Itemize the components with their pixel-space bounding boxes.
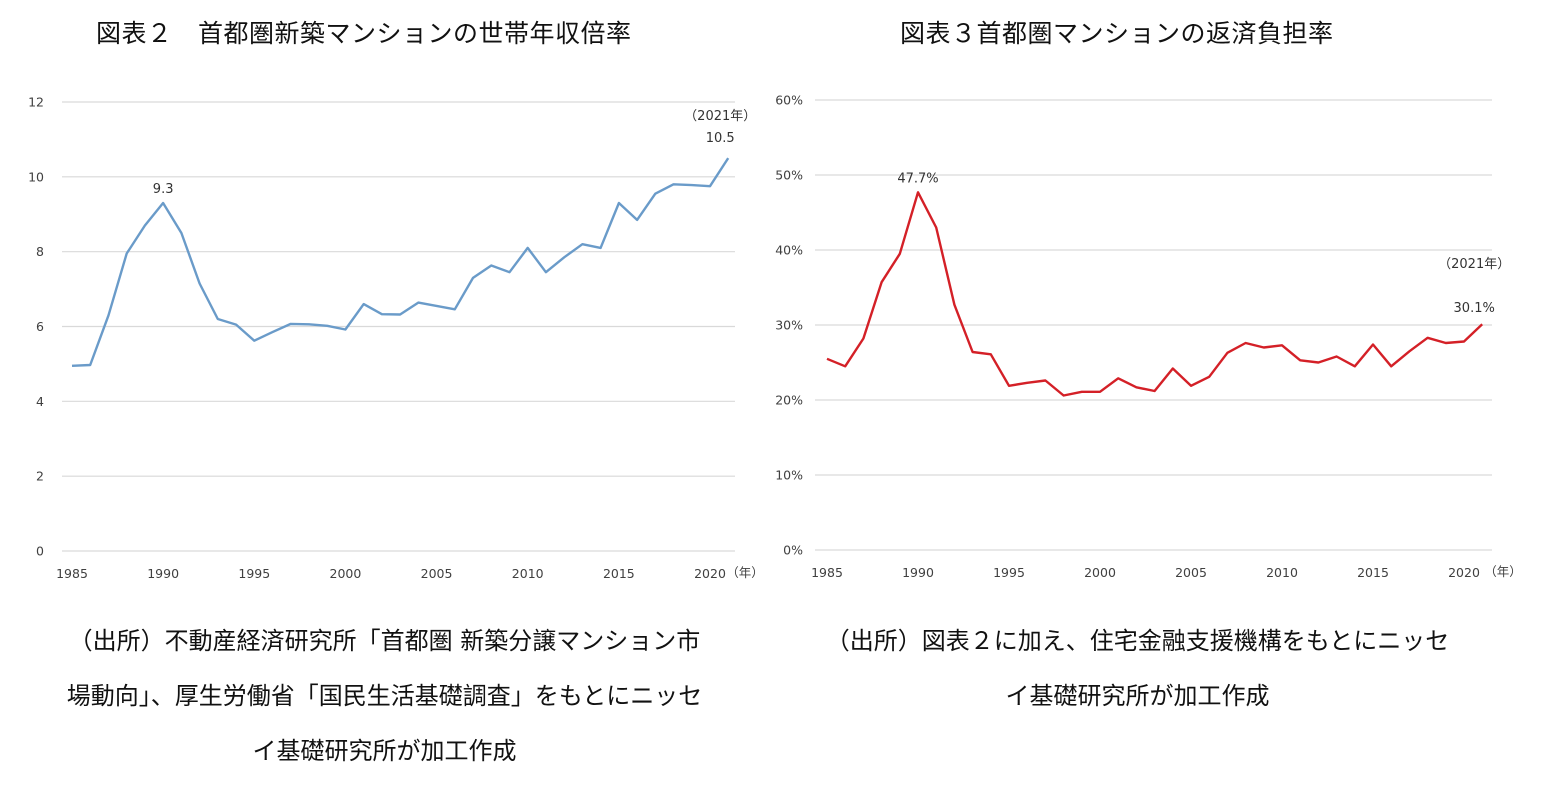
annotation-caption: （2021年） (1438, 257, 1510, 272)
income-ratio-chart: 0 2 4 6 8 10 12 1985 1990 1995 2000 2005 2010 2015 202… (28, 95, 764, 582)
y-tick-label: 40% (775, 243, 803, 258)
x-tick-label: 1995 (238, 566, 270, 581)
x-tick-label: 2010 (1266, 565, 1298, 580)
x-tick-label: 2015 (603, 566, 635, 581)
x-tick-label: 2000 (1084, 565, 1116, 580)
x-tick-label: 1990 (147, 566, 179, 581)
data-label: 10.5 (706, 131, 735, 146)
source-note-right: （出所）図表２に加え、住宅金融支援機構をもとにニッセ イ基礎研究所が加工作成 (780, 614, 1495, 724)
y-tick-label: 10 (28, 169, 44, 184)
x-tick-label: 2015 (1357, 565, 1389, 580)
data-label: 9.3 (153, 182, 174, 197)
source-note-line: イ基礎研究所が加工作成 (252, 737, 517, 765)
x-tick-label: 2005 (421, 566, 453, 581)
y-tick-label: 0 (36, 544, 44, 559)
y-tick-label: 10% (775, 468, 803, 483)
y-tick-label: 50% (775, 168, 803, 183)
source-note-line: （出所）不動産経済研究所「首都圏 新築分譲マンション市 (68, 627, 701, 655)
chart-title-left: 図表２ 首都圏新築マンションの世帯年収倍率 (96, 19, 632, 48)
source-note-left: （出所）不動産経済研究所「首都圏 新築分譲マンション市 場動向」、厚生労働省「国… (12, 614, 757, 779)
y-tick-label: 6 (36, 319, 44, 334)
data-label: 47.7% (897, 171, 938, 186)
y-tick-label: 30% (775, 318, 803, 333)
source-note-line: （出所）図表２に加え、住宅金融支援機構をもとにニッセ (825, 627, 1450, 655)
data-label: 30.1% (1454, 301, 1495, 316)
x-tick-label: 2005 (1175, 565, 1207, 580)
x-axis-unit-label: （年） (726, 565, 764, 580)
y-tick-label: 20% (775, 393, 803, 408)
y-tick-label: 0% (783, 543, 803, 558)
chart-title-right: 図表３首都圏マンションの返済負担率 (900, 19, 1334, 48)
source-note-line: 場動向」、厚生労働省「国民生活基礎調査」をもとにニッセ (66, 682, 703, 710)
x-tick-label: 1995 (993, 565, 1025, 580)
y-tick-label: 12 (28, 95, 44, 110)
x-tick-label: 2010 (512, 566, 544, 581)
y-tick-label: 8 (36, 244, 44, 259)
x-tick-label: 2020 (694, 566, 726, 581)
y-tick-label: 60% (775, 93, 803, 108)
x-axis-unit-label: （年） (1484, 564, 1522, 579)
x-tick-label: 1985 (811, 565, 843, 580)
x-tick-label: 1990 (902, 565, 934, 580)
annotation-caption: （2021年） (684, 109, 756, 124)
series-line (71, 157, 730, 367)
source-note-line: イ基礎研究所が加工作成 (1005, 682, 1270, 710)
series-line (826, 191, 1484, 397)
x-tick-label: 2020 (1448, 565, 1480, 580)
y-tick-label: 4 (36, 394, 44, 409)
y-tick-label: 2 (36, 469, 44, 484)
x-tick-label: 2000 (330, 566, 362, 581)
repayment-burden-chart: 0% 10% 20% 30% 40% 50% 60% 1985 1990 1995 2000 2005… (775, 93, 1522, 581)
x-tick-label: 1985 (56, 566, 88, 581)
